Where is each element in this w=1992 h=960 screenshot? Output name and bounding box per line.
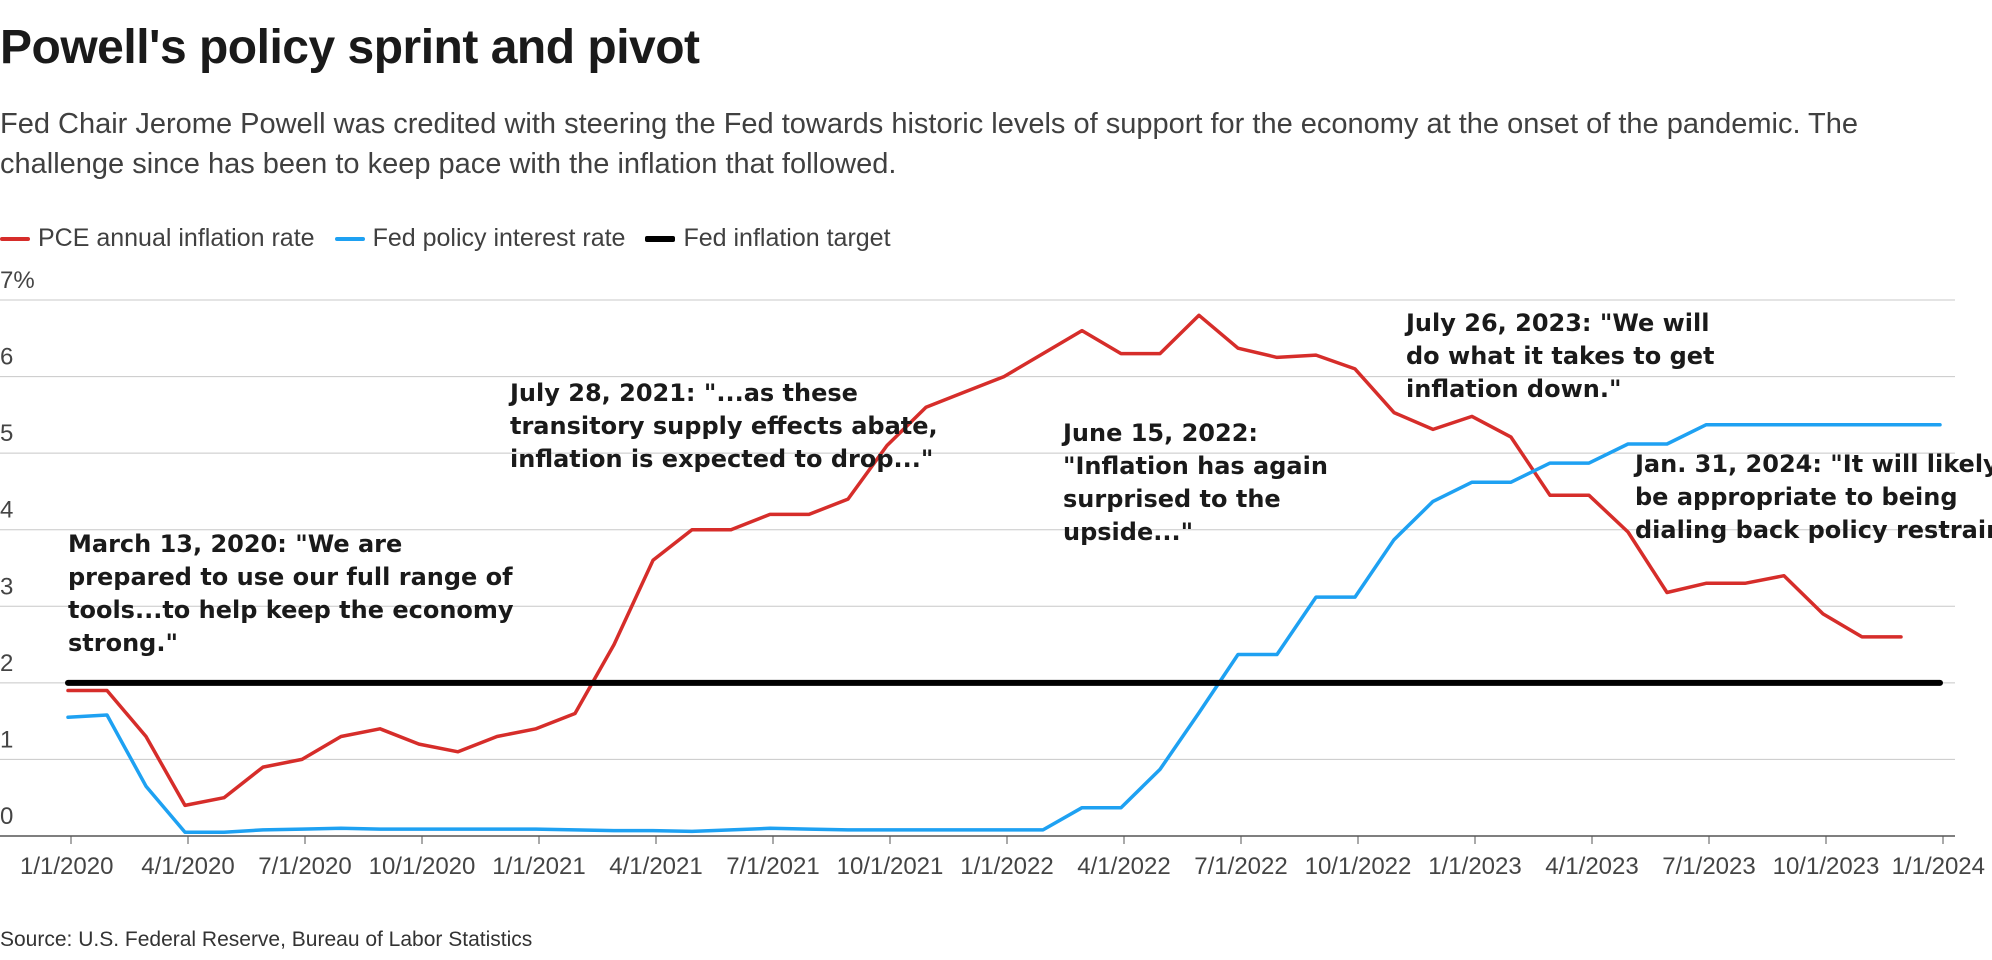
x-tick-label: 10/1/2021: [837, 853, 944, 880]
annotation: March 13, 2020: "We are prepared to use o…: [68, 530, 514, 657]
x-tick-label: 1/1/2024: [1892, 853, 1985, 880]
annotation-line: June 15, 2022:: [1061, 419, 1258, 447]
x-tick-label: 4/1/2022: [1077, 853, 1170, 880]
y-tick-label: 4: [0, 497, 13, 524]
x-tick-label: 1/1/2022: [960, 853, 1053, 880]
annotations: March 13, 2020: "We are prepared to use o…: [68, 309, 1992, 657]
annotation-line: "Inflation has again: [1063, 452, 1328, 480]
annotation: June 15, 2022: "Inflation has again surpri…: [1061, 419, 1328, 546]
annotation-line: inflation is expected to drop...": [510, 445, 933, 473]
annotation-line: inflation down.": [1406, 375, 1621, 403]
annotation-line: March 13, 2020: "We are: [68, 530, 402, 558]
annotation-line: upside...": [1063, 518, 1193, 546]
x-tick-label: 10/1/2020: [369, 853, 476, 880]
legend-swatch-pce: [0, 236, 30, 241]
x-tick-label: 7/1/2022: [1194, 853, 1287, 880]
series-lines: [65, 313, 1943, 834]
source-note: Source: U.S. Federal Reserve, Bureau of …: [0, 928, 533, 951]
pce-inflation-line: [66, 313, 1903, 808]
y-tick-label: 2: [0, 650, 13, 677]
x-tick-label: 4/1/2023: [1545, 853, 1638, 880]
y-tick-label: 5: [0, 420, 13, 447]
annotation-line: prepared to use our full range of: [68, 563, 513, 591]
y-tick-label: 7%: [0, 267, 35, 294]
legend-swatch-fed-rate: [334, 236, 365, 241]
annotation-line: be appropriate to being: [1635, 483, 1958, 511]
annotation-line: dialing back policy restraint.": [1635, 516, 1992, 544]
chart-title: Powell's policy sprint and pivot: [0, 21, 700, 74]
legend-item-pce: PCE annual inflation rate: [0, 224, 315, 253]
x-tick-label: 7/1/2020: [258, 853, 351, 880]
annotation: July 28, 2021: "...as these transitory su…: [508, 379, 938, 473]
x-tick-label: 1/1/2023: [1428, 853, 1521, 880]
y-tick-label: 0: [0, 803, 13, 830]
annotation: Jan. 31, 2024: "It will likely be appropr…: [1633, 450, 1992, 544]
annotation: July 26, 2023: "We will do what it takes …: [1404, 309, 1715, 403]
annotation-line: strong.": [68, 629, 178, 657]
annotation-line: surprised to the: [1063, 485, 1281, 513]
y-tick-label: 6: [0, 344, 13, 371]
x-tick-label: 1/1/2020: [20, 853, 113, 880]
annotation-line: do what it takes to get: [1406, 342, 1715, 370]
legend-item-target: Fed inflation target: [645, 224, 891, 253]
chart-subtitle: Fed Chair Jerome Powell was credited wit…: [0, 108, 1859, 180]
y-axis-ticks: 0 1 2 3 4 5 6 7%: [0, 267, 35, 830]
legend-label-target: Fed inflation target: [683, 224, 891, 252]
legend: PCE annual inflation rate Fed policy int…: [0, 224, 911, 253]
x-tick-label: 7/1/2021: [726, 853, 819, 880]
fed-rate-line: [66, 423, 1942, 834]
legend-swatch-target: [645, 235, 676, 242]
x-tick-label: 10/1/2023: [1773, 853, 1880, 880]
y-tick-label: 3: [0, 573, 13, 600]
x-tick-label: 10/1/2022: [1305, 853, 1412, 880]
x-axis-ticks: 1/1/2020 4/1/2020 7/1/2020 10/1/2020 1/1/202…: [20, 836, 1985, 880]
annotation-line: Jan. 31, 2024: "It will likely: [1633, 450, 1992, 478]
legend-label-pce: PCE annual inflation rate: [38, 224, 315, 252]
annotation-line: tools...to help keep the economy: [68, 596, 514, 624]
legend-label-fed-rate: Fed policy interest rate: [372, 224, 626, 252]
legend-item-fed-rate: Fed policy interest rate: [334, 224, 626, 253]
annotation-line: transitory supply effects abate,: [510, 412, 938, 440]
annotation-line: July 28, 2021: "...as these: [508, 379, 858, 407]
y-tick-label: 1: [0, 726, 13, 753]
x-tick-label: 4/1/2021: [609, 853, 702, 880]
x-tick-label: 4/1/2020: [141, 853, 234, 880]
x-tick-label: 7/1/2023: [1662, 853, 1755, 880]
annotation-line: July 26, 2023: "We will: [1404, 309, 1709, 337]
x-tick-label: 1/1/2021: [492, 853, 585, 880]
